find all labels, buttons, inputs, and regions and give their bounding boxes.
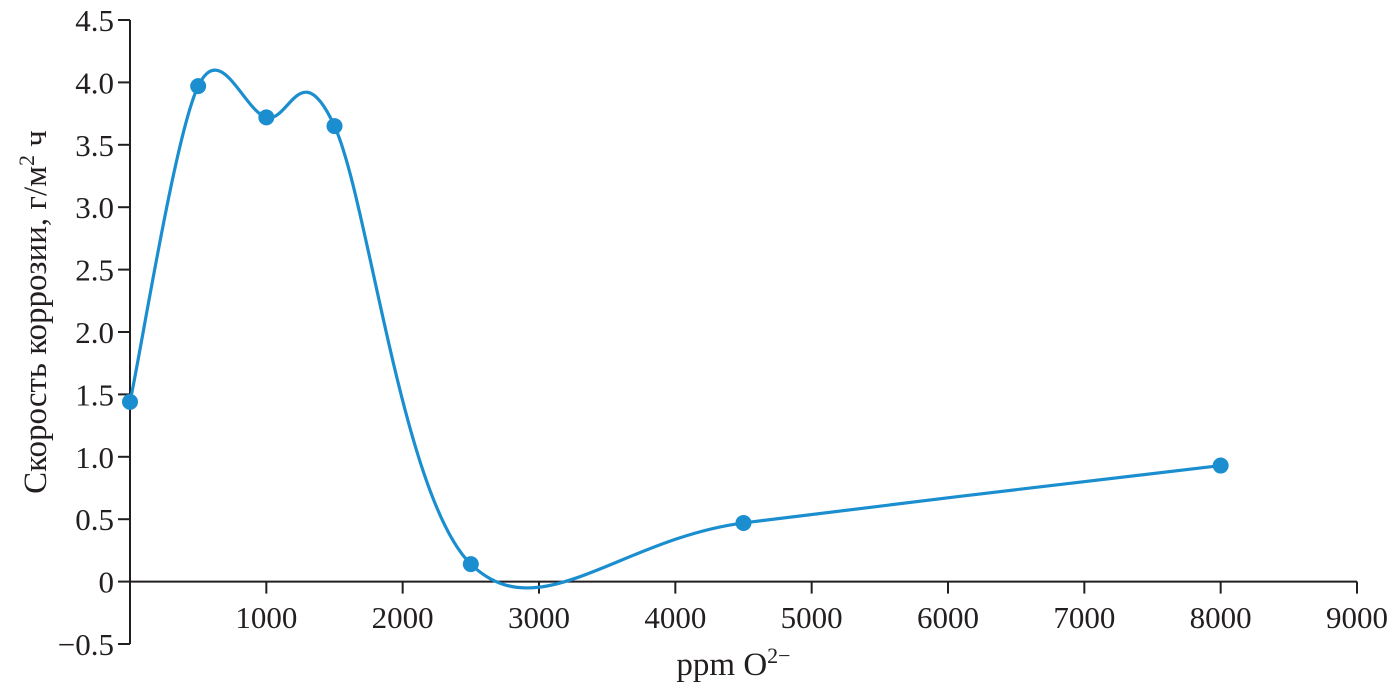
y-axis-title-suffix: ч (18, 130, 54, 155)
x-tick-label: 2000 (372, 600, 434, 635)
data-point (122, 393, 138, 410)
x-tick-label: 9000 (1326, 600, 1388, 635)
data-point (462, 556, 479, 573)
x-axis-title-superscript: 2− (767, 643, 790, 668)
y-axis-title-text: Скорость коррозии, г/м (18, 166, 54, 494)
data-point (1212, 457, 1229, 474)
data-point (735, 514, 752, 531)
x-tick-label: 7000 (1053, 600, 1115, 635)
data-point (190, 78, 207, 95)
y-tick-label: 3.0 (75, 190, 114, 225)
y-axis-title: Скорость коррозии, г/м2 ч (14, 130, 55, 494)
x-axis-title: ppm O2− (676, 643, 790, 684)
y-tick-label: 2.0 (75, 315, 114, 350)
series-line (128, 68, 1221, 590)
y-tick-label: 4.0 (75, 65, 114, 100)
x-axis-title-text: ppm O (676, 647, 767, 683)
x-tick-label: 1000 (235, 600, 297, 635)
series-layer (122, 68, 1229, 590)
y-tick-label: 1.0 (75, 440, 114, 475)
x-tick-label: 6000 (917, 600, 979, 635)
x-tick-label: 4000 (644, 600, 706, 635)
y-tick-label: 3.5 (75, 128, 114, 163)
y-tick-label: 4.5 (75, 3, 114, 38)
y-tick-label: −0.5 (58, 627, 114, 662)
y-tick-label: 2.5 (75, 253, 114, 288)
x-tick-label: 3000 (508, 600, 570, 635)
y-tick-label: 1.5 (75, 377, 114, 412)
y-tick-label: 0 (99, 565, 115, 600)
y-tick-label: 0.5 (75, 502, 114, 537)
data-point (258, 109, 275, 126)
axes: −0.5 0 0.5 1.0 1.5 2.0 2.5 3.0 3.5 4.0 4.5 1000 2000… (58, 3, 1388, 662)
x-tick-label: 5000 (781, 600, 843, 635)
y-axis-title-superscript: 2 (14, 155, 39, 166)
data-point (326, 118, 343, 135)
x-tick-label: 8000 (1190, 600, 1252, 635)
